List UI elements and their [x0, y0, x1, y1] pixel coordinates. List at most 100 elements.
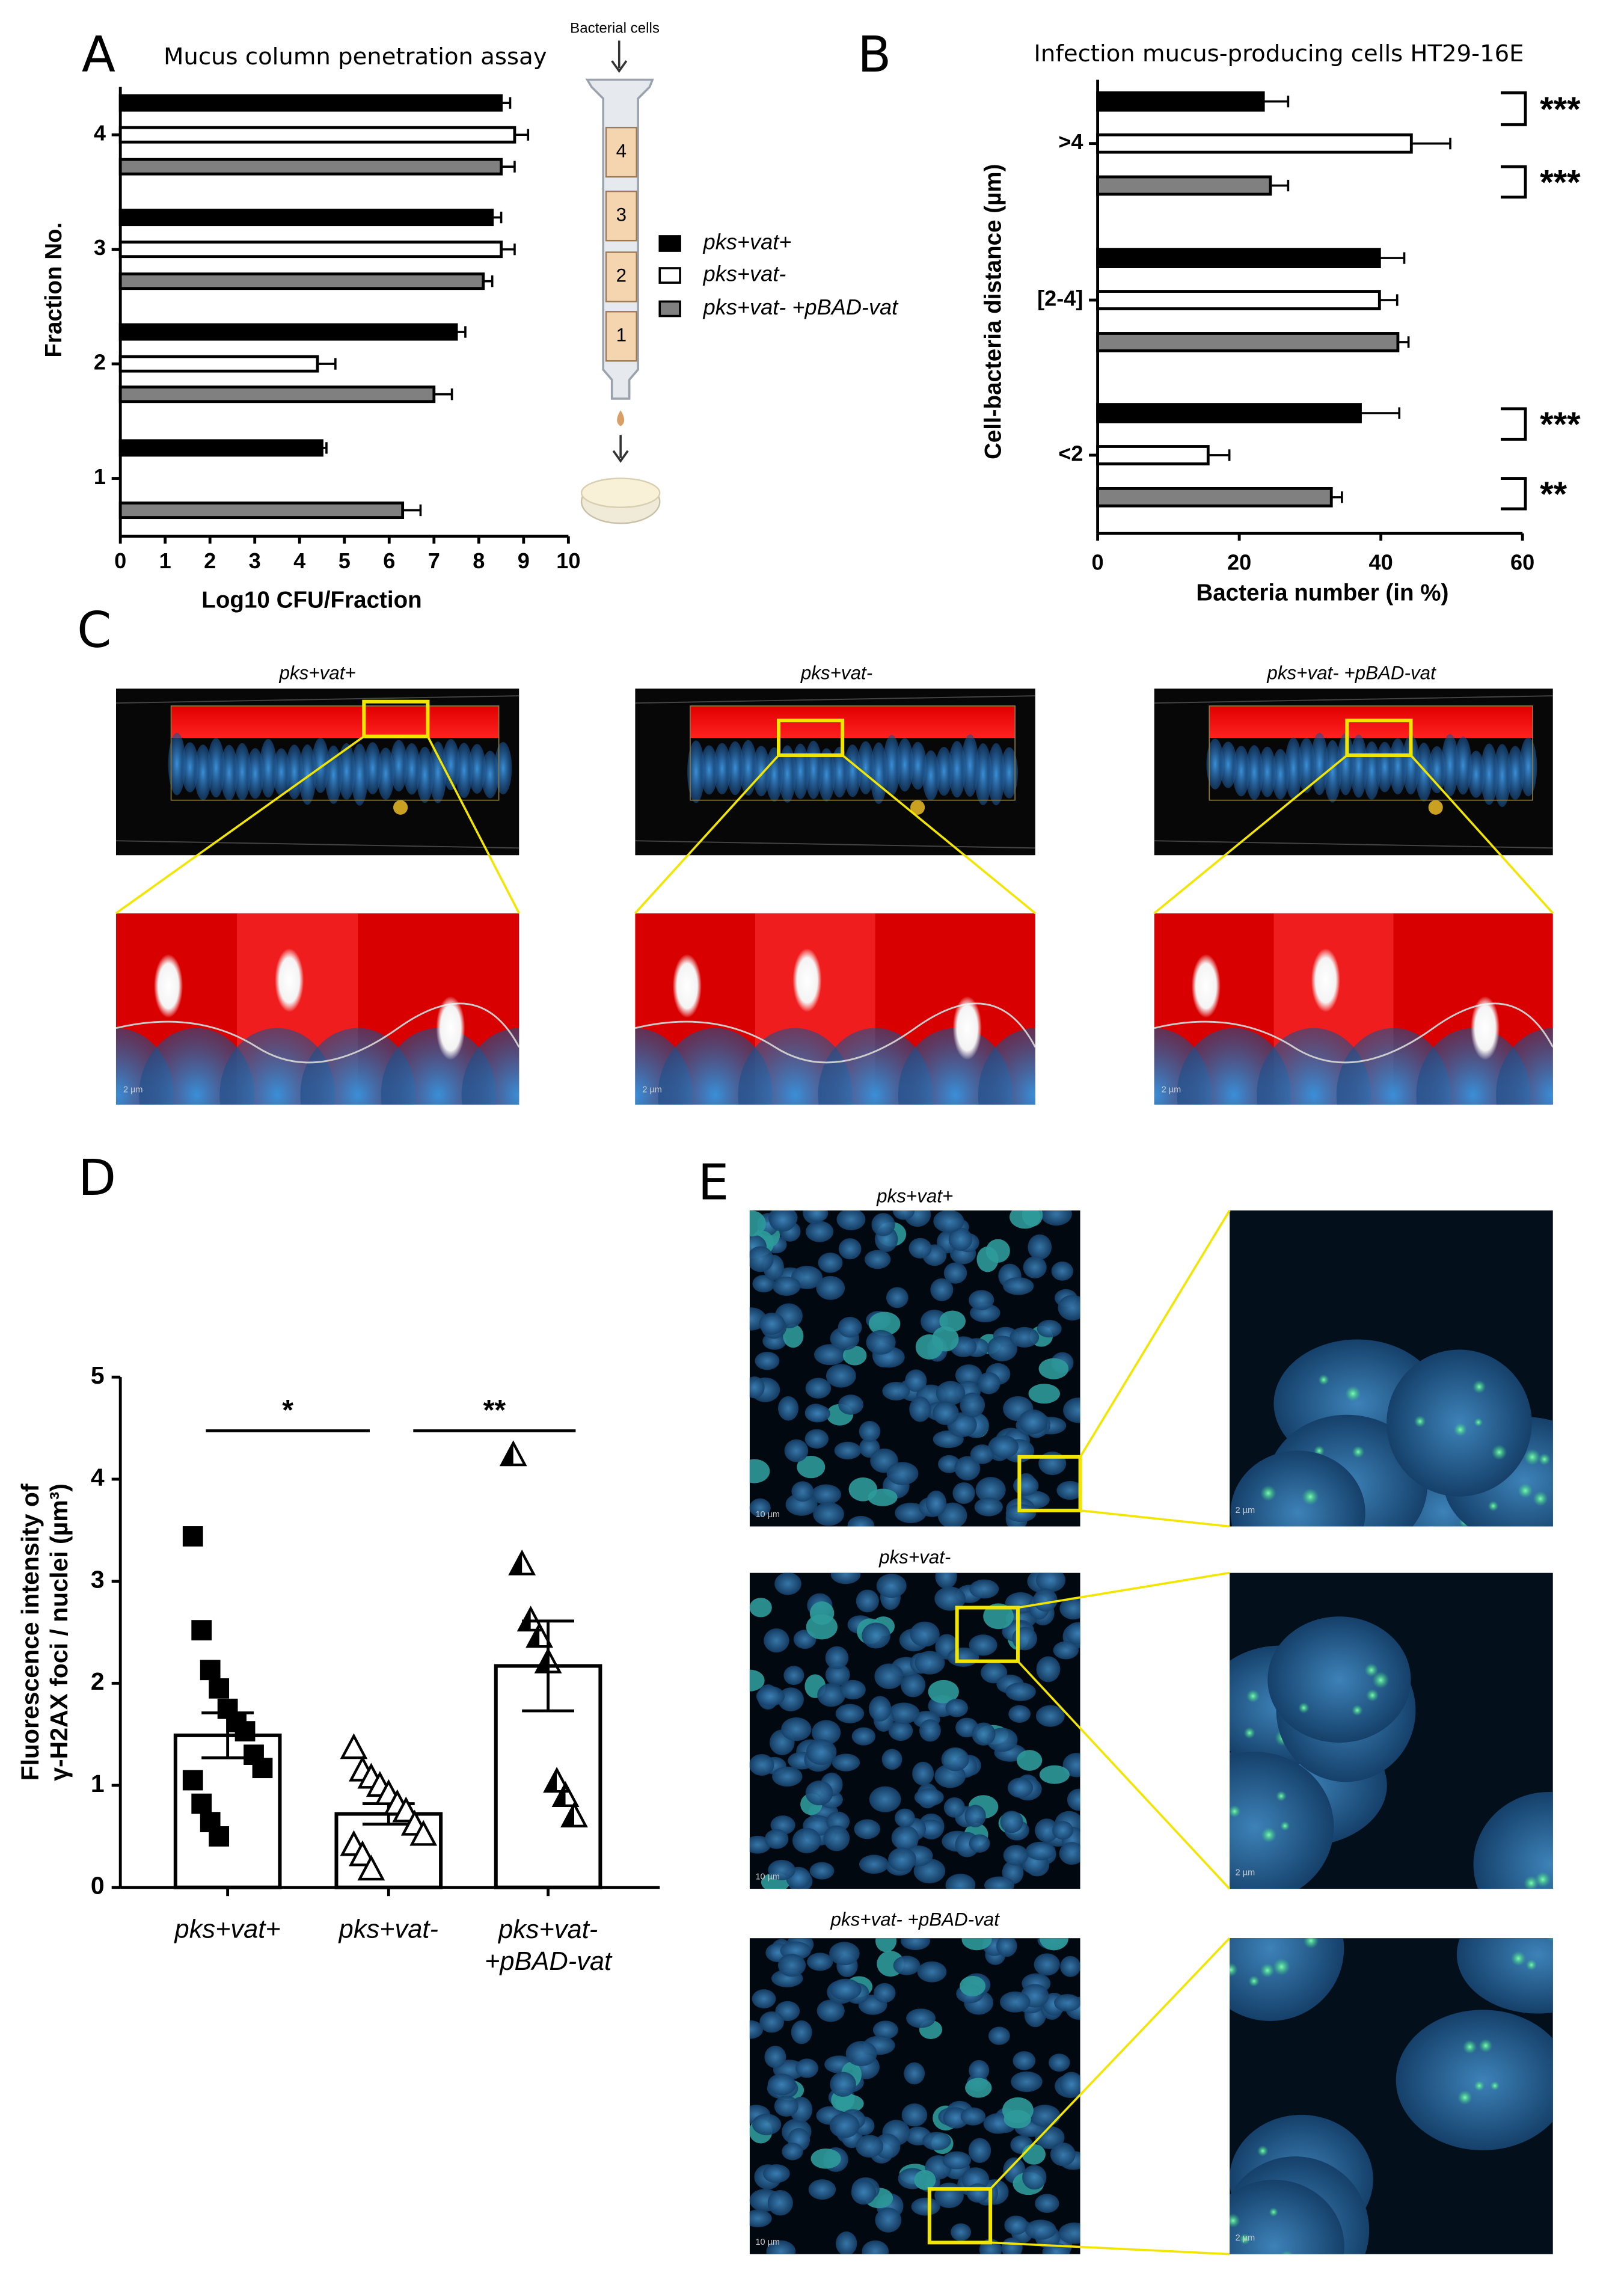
y-tick-label: 4	[91, 1464, 105, 1491]
nucleus	[416, 746, 434, 803]
nucleus	[948, 741, 966, 798]
foci	[1230, 1963, 1238, 1977]
nucleus	[976, 1246, 999, 1272]
data-point	[534, 1647, 562, 1673]
nucleus	[964, 1805, 986, 1827]
nucleus	[764, 1829, 789, 1849]
nucleus	[774, 1572, 801, 1595]
bacterium	[792, 948, 822, 1013]
nucleus	[969, 1579, 999, 1599]
y-tick-label: 3	[91, 1565, 105, 1593]
significance-bracket	[1501, 91, 1527, 126]
y-tick-label: >4	[1058, 129, 1083, 154]
y-tick-label: 5	[91, 1361, 105, 1389]
nucleus	[767, 2190, 793, 2216]
y-tick-label: <2	[1058, 441, 1083, 466]
nucleus	[830, 2072, 856, 2097]
x-tick-label: 1	[159, 548, 171, 573]
bar	[118, 94, 503, 112]
nucleus	[984, 1876, 1015, 1889]
nucleus	[713, 743, 731, 794]
nucleus	[429, 741, 447, 803]
arrow-head	[612, 450, 629, 463]
nucleus	[777, 1954, 806, 1977]
nucleus	[987, 743, 1005, 806]
nucleus	[1000, 1991, 1031, 2013]
foci	[1243, 1727, 1255, 1739]
nucleus	[960, 1975, 986, 1996]
zoom-box	[362, 699, 430, 738]
foci	[1246, 1689, 1260, 1703]
bar	[118, 323, 458, 341]
nucleus	[845, 2041, 877, 2067]
nucleus	[364, 742, 382, 795]
bar	[118, 272, 485, 290]
nucleus	[1454, 736, 1472, 795]
significance-label: *	[282, 1394, 293, 1426]
nucleus	[974, 743, 992, 805]
marker-outline	[508, 1549, 536, 1575]
nucleus	[1052, 1821, 1073, 1840]
nucleus	[862, 1622, 890, 1649]
zoom-box	[1017, 1455, 1082, 1512]
nucleus	[945, 1873, 976, 1889]
nucleus	[791, 743, 809, 799]
foci	[1535, 1871, 1551, 1888]
nucleus	[1258, 746, 1276, 797]
foci	[1248, 1975, 1260, 1987]
panel-letter: C	[77, 602, 111, 659]
nucleus	[829, 2113, 860, 2138]
nucleus	[762, 2164, 790, 2183]
image-label: pks+vat- +pBAD-vat	[830, 1909, 1000, 1930]
nucleus	[1038, 1451, 1067, 1476]
image	[1154, 689, 1553, 856]
y-tick-label: 0	[91, 1872, 105, 1900]
cell-outline	[635, 1002, 1035, 1064]
x-axis-title: Bacteria number (in %)	[1196, 580, 1448, 606]
nucleus	[1415, 743, 1433, 802]
x-tick-label: 2	[204, 548, 216, 573]
nucleus	[930, 1278, 954, 1301]
nucleus	[749, 1598, 772, 1618]
frame-box	[1209, 705, 1533, 801]
foci	[1260, 1485, 1276, 1502]
foci	[1285, 1542, 1296, 1553]
fraction-box	[605, 126, 637, 178]
error-bar	[1360, 407, 1401, 419]
data-point	[560, 1802, 588, 1827]
nucleus	[892, 1210, 915, 1220]
foci	[1472, 1380, 1486, 1394]
nucleus	[1063, 1397, 1080, 1423]
nucleus	[749, 1459, 770, 1483]
foci	[1414, 1416, 1426, 1428]
y-axis-title: γ-H2AX foci / nuclei (µm³)	[45, 1483, 73, 1781]
nucleus	[1298, 738, 1316, 793]
nucleus	[1022, 2144, 1046, 2165]
nucleus	[864, 1250, 891, 1269]
frame-box	[690, 705, 1016, 801]
data-point	[191, 1793, 212, 1814]
x-tick-label: 60	[1510, 550, 1534, 574]
foci	[1533, 1491, 1548, 1506]
error-bar	[1208, 449, 1231, 461]
y-tick-label: 1	[94, 464, 106, 489]
nucleus	[1473, 1791, 1553, 1889]
nucleus	[1496, 1028, 1553, 1105]
nucleus	[783, 1324, 804, 1348]
nucleus	[941, 1747, 969, 1771]
nucleus	[826, 1364, 856, 1388]
nucleus	[922, 2132, 951, 2150]
nucleus	[1059, 2072, 1080, 2097]
nucleus	[816, 1276, 845, 1300]
data-point	[209, 1826, 230, 1847]
x-tick-label: 10	[556, 548, 580, 573]
error-bar	[501, 97, 512, 109]
nucleus	[687, 740, 705, 803]
nucleus	[351, 743, 369, 806]
data-point	[252, 1758, 273, 1779]
x-tick-label: 6	[383, 548, 395, 573]
bar	[118, 158, 503, 176]
nucleus	[783, 1666, 804, 1686]
foci	[1219, 1797, 1230, 1807]
